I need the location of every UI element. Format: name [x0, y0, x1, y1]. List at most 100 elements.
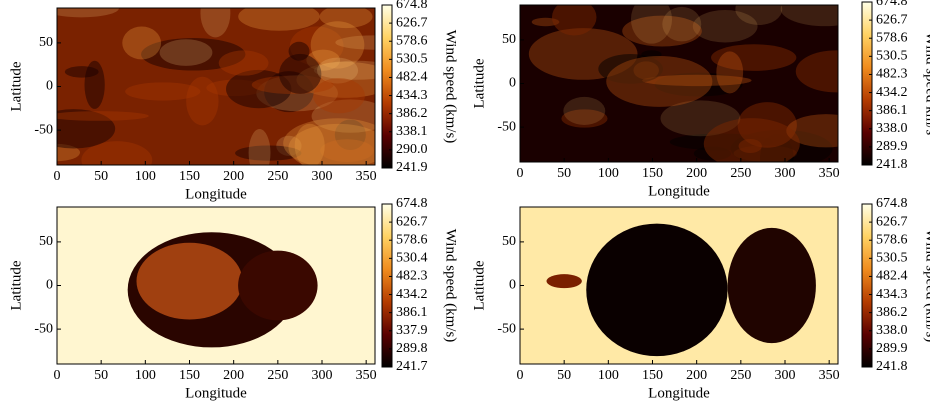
heatmap-texture — [716, 51, 743, 93]
colorbar-tick-label: 338.1 — [396, 124, 428, 139]
heatmap-texture — [238, 2, 320, 31]
colorbar-tick-label: 386.2 — [876, 305, 908, 320]
colorbar-tick-label: 434.2 — [876, 85, 908, 100]
colorbar-tick-label: 434.3 — [396, 88, 428, 103]
colorbar-tick-label: 386.1 — [396, 305, 428, 320]
colorbar-tick-label: 241.8 — [876, 359, 908, 374]
x-tick-label: 350 — [819, 166, 840, 181]
colorbar-tick-label: 674.8 — [876, 196, 908, 211]
colorbar-tick-label: 482.4 — [876, 269, 908, 284]
panel: 050100150200250300350-50050LongitudeLati… — [471, 0, 930, 199]
heatmap-texture — [238, 251, 318, 321]
x-tick-label: 100 — [598, 166, 619, 181]
colorbar-tick-label: 434.2 — [396, 287, 428, 302]
y-axis-label: Latitude — [471, 58, 487, 108]
colorbar-label: Wind speed (km/s) — [443, 229, 459, 343]
colorbar-tick-label: 482.3 — [876, 67, 908, 82]
heatmap-texture — [122, 27, 161, 60]
heatmap-texture — [219, 50, 269, 75]
y-tick-label: -50 — [34, 321, 53, 336]
y-tick-label: 0 — [46, 79, 53, 94]
x-tick-label: 250 — [730, 368, 751, 383]
heatmap — [32, 0, 412, 179]
colorbar — [382, 204, 392, 367]
x-axis-label: Longitude — [185, 385, 247, 401]
heatmap — [520, 207, 838, 364]
y-tick-label: 50 — [502, 32, 516, 47]
colorbar-tick-label: 434.3 — [876, 287, 908, 302]
heatmap-texture — [313, 78, 365, 113]
y-tick-label: -50 — [34, 122, 53, 137]
colorbar-tick-label: 290.0 — [396, 142, 428, 157]
x-tick-label: 50 — [94, 169, 108, 184]
colorbar-tick-label: 289.9 — [876, 341, 908, 356]
x-axis-label: Longitude — [648, 183, 710, 199]
colorbar-tick-label: 530.5 — [876, 251, 908, 266]
colorbar-tick-label: 626.7 — [396, 214, 428, 229]
colorbar-label: Wind speed (km/s) — [923, 229, 930, 343]
x-tick-label: 50 — [557, 166, 571, 181]
x-tick-label: 250 — [267, 368, 288, 383]
y-axis-label: Latitude — [471, 260, 487, 310]
x-tick-label: 300 — [775, 166, 796, 181]
panel: 050100150200250300350-50050LongitudeLati… — [8, 0, 458, 202]
heatmap-texture — [283, 118, 392, 168]
x-tick-label: 250 — [267, 169, 288, 184]
x-tick-label: 300 — [312, 169, 333, 184]
y-tick-label: 50 — [39, 35, 53, 50]
heatmap-texture — [186, 77, 218, 126]
x-tick-label: 100 — [598, 368, 619, 383]
colorbar-tick-label: 530.4 — [396, 251, 428, 266]
heatmap-texture — [606, 56, 712, 107]
x-tick-label: 0 — [54, 368, 61, 383]
x-tick-label: 200 — [686, 368, 707, 383]
colorbar-tick-label: 626.7 — [876, 12, 908, 27]
colorbar-tick-label: 338.0 — [876, 121, 908, 136]
heatmap — [57, 207, 375, 364]
x-tick-label: 150 — [179, 368, 200, 383]
colorbar — [382, 5, 392, 168]
x-tick-label: 250 — [730, 166, 751, 181]
colorbar — [862, 2, 872, 165]
colorbar-tick-label: 578.6 — [876, 30, 908, 45]
x-tick-label: 200 — [686, 166, 707, 181]
colorbar-label: Wind speed km/s — [923, 32, 930, 136]
x-tick-label: 50 — [557, 368, 571, 383]
colorbar-tick-label: 578.6 — [396, 232, 428, 247]
heatmap-texture — [48, 111, 148, 121]
heatmap-texture — [85, 61, 105, 109]
y-tick-label: 50 — [502, 234, 516, 249]
x-tick-label: 50 — [94, 368, 108, 383]
x-tick-label: 0 — [517, 166, 524, 181]
x-tick-label: 150 — [642, 166, 663, 181]
heatmap-texture — [728, 228, 816, 343]
colorbar-tick-label: 482.4 — [396, 70, 428, 85]
panel: 050100150200250300350-50050LongitudeLati… — [471, 196, 930, 401]
colorbar-label: Wind speed (km/s) — [443, 30, 459, 144]
heatmap-texture — [547, 274, 582, 288]
colorbar-tick-label: 386.1 — [876, 103, 908, 118]
heatmap — [520, 0, 876, 182]
figure: 0 50 100 150 200 250 300 350 -50 0 50 Longitude Lati… — [0, 0, 930, 410]
x-tick-label: 100 — [135, 169, 156, 184]
colorbar-tick-label: 241.9 — [396, 160, 428, 175]
heatmap-texture — [586, 224, 727, 357]
colorbar-tick-label: 674.8 — [876, 0, 908, 9]
x-tick-label: 350 — [356, 169, 377, 184]
colorbar-tick-label: 674.8 — [396, 196, 428, 211]
y-axis-label: Latitude — [8, 61, 24, 111]
colorbar-tick-label: 626.7 — [396, 15, 428, 30]
y-tick-label: 50 — [39, 234, 53, 249]
y-tick-label: 0 — [509, 278, 516, 293]
colorbar-tick-label: 289.8 — [396, 341, 428, 356]
x-tick-label: 0 — [54, 169, 61, 184]
colorbar-tick-label: 530.5 — [876, 49, 908, 64]
colorbar-tick-label: 241.8 — [876, 157, 908, 172]
x-tick-label: 100 — [135, 368, 156, 383]
y-tick-label: 0 — [46, 278, 53, 293]
x-tick-label: 200 — [223, 368, 244, 383]
x-axis-label: Longitude — [185, 186, 247, 202]
heatmap-texture — [160, 39, 213, 66]
colorbar-tick-label: 578.6 — [396, 33, 428, 48]
y-tick-label: -50 — [497, 119, 516, 134]
